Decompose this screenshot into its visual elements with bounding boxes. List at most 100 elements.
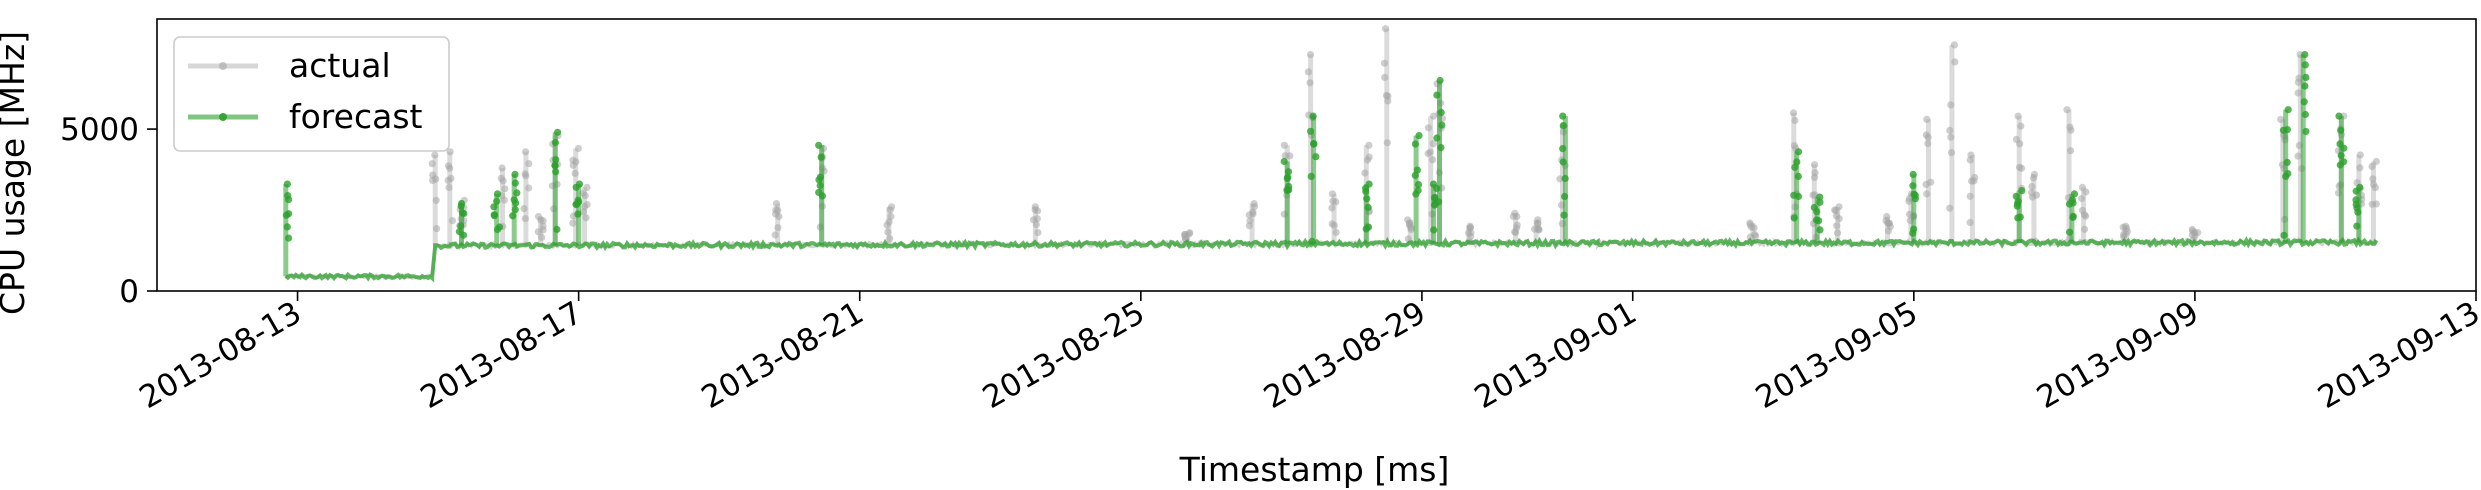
actual-point — [1304, 68, 1312, 76]
actual-point — [1328, 204, 1336, 212]
actual-point — [569, 156, 577, 164]
forecast-point — [2013, 202, 2021, 210]
actual-point — [1249, 210, 1257, 218]
actual-point — [2028, 182, 2036, 191]
actual-point — [582, 214, 590, 222]
legend-label-forecast: forecast — [289, 97, 423, 136]
forecast-point — [2066, 228, 2074, 236]
forecast-point — [815, 176, 823, 184]
forecast-point — [1284, 168, 1293, 176]
actual-point — [1245, 222, 1253, 230]
forecast-point — [2335, 112, 2343, 120]
actual-point — [2277, 115, 2285, 123]
x-tick-label: 2013-09-09 — [2031, 295, 2205, 416]
forecast-point — [1364, 203, 1372, 211]
actual-point — [583, 183, 591, 191]
actual-point — [885, 218, 893, 226]
actual-point — [1332, 228, 1340, 236]
actual-point — [1950, 41, 1958, 49]
forecast-point — [2336, 140, 2344, 148]
actual-point — [539, 222, 547, 230]
legend-marker-forecast — [219, 113, 227, 121]
actual-point — [1947, 101, 1955, 109]
forecast-point — [815, 141, 823, 149]
actual-point — [521, 215, 530, 223]
forecast-point — [1437, 108, 1445, 116]
forecast-point — [1433, 91, 1441, 99]
actual-point — [2015, 163, 2024, 171]
forecast-point — [511, 170, 519, 178]
actual-point — [1791, 116, 1799, 125]
forecast-point — [2282, 172, 2290, 180]
forecast-point — [1280, 157, 1288, 166]
actual-point — [569, 219, 577, 227]
forecast-point — [493, 225, 502, 234]
forecast-point — [1559, 122, 1567, 130]
actual-point — [1382, 25, 1390, 33]
forecast-point — [1411, 171, 1419, 179]
actual-point — [571, 169, 579, 177]
forecast-point — [1816, 226, 1824, 234]
forecast-point — [1437, 144, 1445, 152]
forecast-point — [817, 153, 825, 161]
x-axis: 2013-08-13 2013-08-17 2013-08-21 2013-08-25… — [133, 291, 2481, 416]
series-forecast — [282, 51, 2379, 283]
actual-point — [446, 148, 454, 156]
forecast-point — [1308, 237, 1316, 245]
forecast-point — [554, 128, 562, 136]
actual-point — [2082, 188, 2090, 196]
actual-point — [1752, 232, 1760, 240]
forecast-point — [1794, 192, 1803, 201]
actual-point — [774, 224, 782, 232]
actual-point — [448, 217, 456, 225]
forecast-point — [1285, 186, 1293, 194]
forecast-point — [1790, 214, 1798, 222]
forecast-point — [2336, 161, 2344, 169]
forecast-point — [2300, 98, 2308, 106]
forecast-point — [2069, 213, 2077, 221]
actual-point — [887, 212, 895, 220]
forecast-point — [1415, 132, 1423, 140]
actual-point — [431, 151, 439, 159]
forecast-point — [1816, 198, 1824, 206]
actual-point — [1951, 58, 1959, 66]
y-tick-label: 5000 — [60, 112, 139, 148]
plot-area-frame — [156, 18, 2477, 292]
actual-point — [1750, 224, 1758, 232]
actual-point — [1365, 141, 1373, 149]
actual-point — [2078, 195, 2086, 203]
actual-point — [1384, 92, 1392, 100]
actual-point — [2030, 174, 2038, 182]
actual-point — [1923, 190, 1931, 198]
actual-point — [432, 175, 440, 183]
actual-point — [2017, 122, 2025, 130]
x-tick-label: 2013-08-17 — [415, 295, 589, 416]
actual-point — [1286, 152, 1294, 160]
actual-point — [1332, 198, 1340, 206]
actual-point — [2067, 126, 2075, 134]
actual-point — [1832, 207, 1840, 215]
forecast-point — [2283, 158, 2291, 166]
actual-point — [569, 161, 577, 169]
actual-point — [1924, 139, 1932, 148]
actual-point — [433, 225, 441, 233]
actual-point — [537, 216, 545, 224]
forecast-point — [509, 212, 517, 220]
forecast-point — [1411, 140, 1419, 148]
actual-point — [1833, 229, 1842, 237]
legend-marker-actual — [219, 62, 227, 70]
actual-point — [2078, 206, 2087, 214]
actual-point — [525, 184, 533, 192]
forecast-point — [1309, 112, 1317, 120]
x-tick-label: 2013-08-13 — [133, 295, 307, 416]
actual-point — [1922, 131, 1930, 139]
actual-point — [534, 228, 542, 236]
actual-point — [2371, 184, 2379, 192]
actual-point — [499, 177, 507, 185]
actual-point — [2028, 193, 2037, 201]
forecast-point — [511, 179, 519, 187]
forecast-point — [1813, 208, 1821, 216]
forecast-point — [2018, 187, 2026, 195]
forecast-point — [1559, 112, 1567, 120]
